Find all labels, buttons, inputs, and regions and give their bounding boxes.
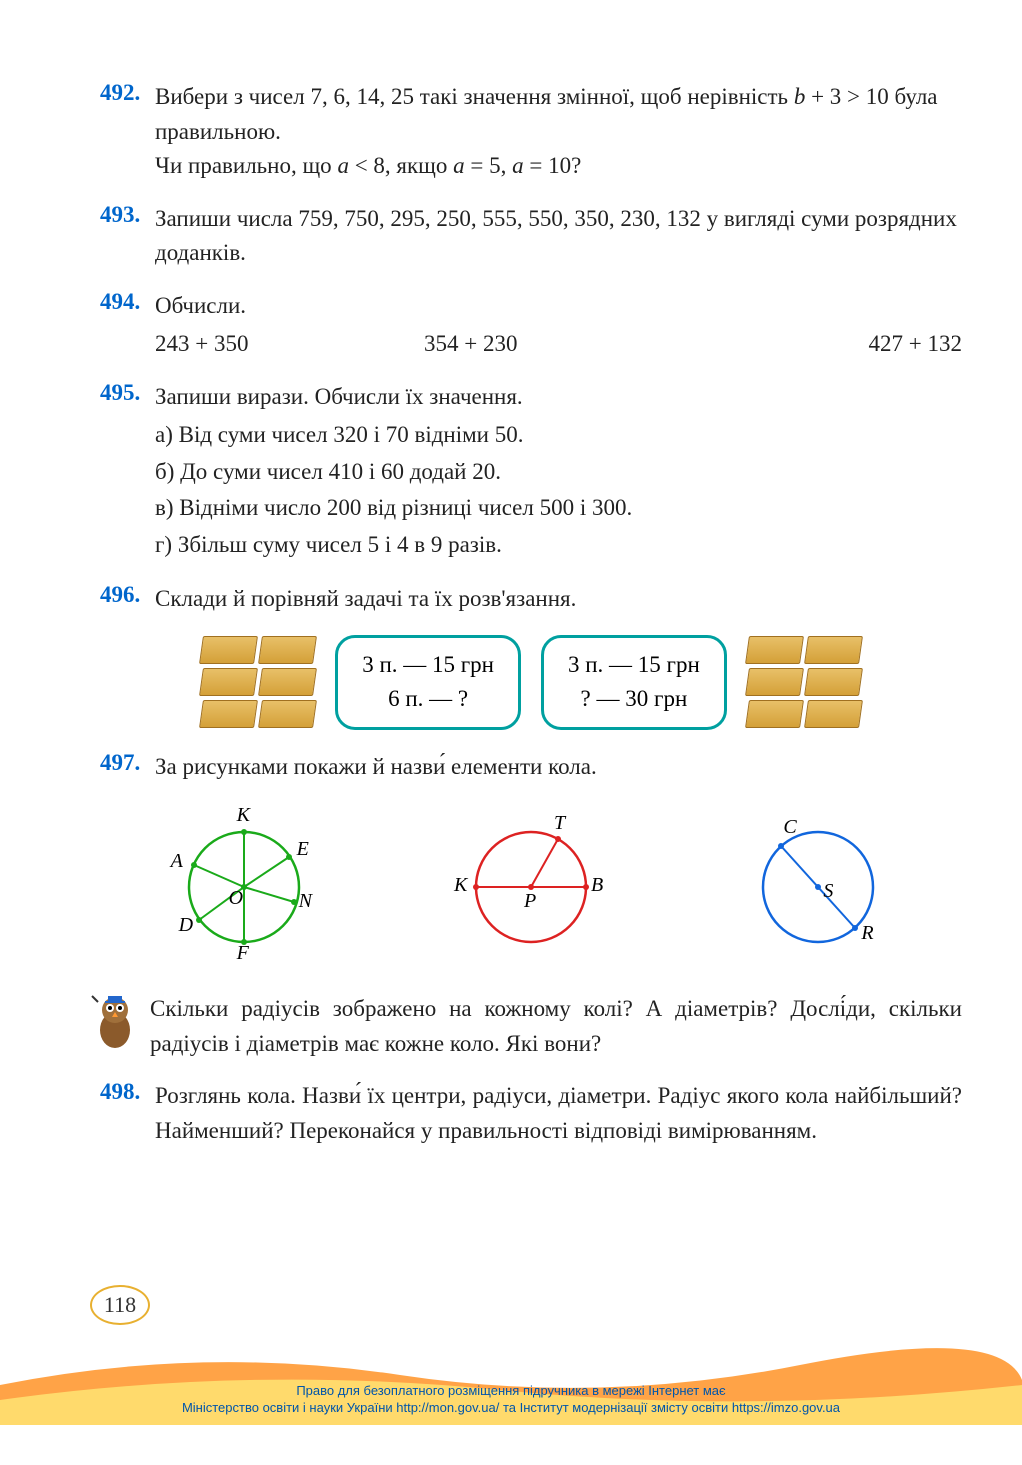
- calc-row: 243 + 350 354 + 230 427 + 132: [155, 327, 962, 362]
- problem-number: 495.: [100, 380, 155, 406]
- problem-title: Обчисли.: [155, 293, 246, 318]
- problem-text: Обчисли. 243 + 350 354 + 230 427 + 132: [155, 289, 962, 362]
- label-B: B: [591, 874, 603, 897]
- price-box-2: 3 п. — 15 грн ? — 30 грн: [541, 635, 727, 730]
- price-line: 3 п. — 15 грн: [362, 648, 494, 683]
- label-T: T: [554, 812, 565, 835]
- page-footer: 118 Право для безоплатного розміщення пі…: [0, 1305, 1022, 1425]
- footer-text: Право для безоплатного розміщення підруч…: [0, 1383, 1022, 1417]
- label-A: A: [171, 850, 183, 873]
- label-P: P: [524, 890, 536, 913]
- problem-text: Запиши вирази. Обчисли їх значення. а) В…: [155, 380, 962, 565]
- problem-number: 494.: [100, 289, 155, 315]
- problem-number: 498.: [100, 1079, 155, 1105]
- problem-496: 496. Склади й порівняй задачі та їх розв…: [100, 582, 962, 617]
- sub-item: а) Від суми чисел 320 і 70 відніми 50.: [155, 418, 962, 453]
- problem-497: 497. За рисунками покажи й назви́ елемен…: [100, 750, 962, 785]
- problem-text: Вибери з чисел 7, 6, 14, 25 такі значенн…: [155, 80, 962, 184]
- price-line: 3 п. — 15 грн: [568, 648, 700, 683]
- circle-blue: C S R: [733, 802, 903, 972]
- problem-493: 493. Запиши числа 759, 750, 295, 250, 55…: [100, 202, 962, 271]
- price-line: ? — 30 грн: [568, 682, 700, 717]
- problem-text: За рисунками покажи й назви́ елементи ко…: [155, 750, 962, 785]
- footer-line: Право для безоплатного розміщення підруч…: [0, 1383, 1022, 1400]
- label-K: K: [454, 874, 467, 897]
- problem-number: 497.: [100, 750, 155, 776]
- problem-text: Розглянь кола. Назви́ їх центри, радіуси…: [155, 1079, 962, 1148]
- price-box-1: 3 п. — 15 грн 6 п. — ?: [335, 635, 521, 730]
- problem-title: Запиши вирази. Обчисли їх значення.: [155, 384, 523, 409]
- problem-498: 498. Розглянь кола. Назви́ їх центри, ра…: [100, 1079, 962, 1148]
- problem-494: 494. Обчисли. 243 + 350 354 + 230 427 + …: [100, 289, 962, 362]
- label-E: E: [297, 838, 309, 861]
- circle-red: T K B P: [446, 802, 616, 972]
- problem-496-visual: 3 п. — 15 грн 6 п. — ? 3 п. — 15 грн ? —…: [100, 635, 962, 730]
- cookie-stack-right: [747, 636, 861, 728]
- calc-item: 243 + 350: [155, 327, 424, 362]
- problem-text: Склади й порівняй задачі та їх розв'язан…: [155, 582, 962, 617]
- label-O: O: [229, 887, 243, 910]
- sub-list: а) Від суми чисел 320 і 70 відніми 50. б…: [155, 418, 962, 562]
- label-F: F: [237, 942, 249, 965]
- owl-block: Скільки радіусів зображено на кожному ко…: [155, 992, 962, 1061]
- problem-495: 495. Запиши вирази. Обчисли їх значення.…: [100, 380, 962, 565]
- price-line: 6 п. — ?: [362, 682, 494, 717]
- owl-text: Скільки радіусів зображено на кожному ко…: [150, 992, 962, 1061]
- footer-line: Міністерство освіти і науки України http…: [0, 1400, 1022, 1417]
- calc-item: 354 + 230: [424, 327, 693, 362]
- label-D: D: [179, 914, 193, 937]
- problem-text: Запиши числа 759, 750, 295, 250, 555, 55…: [155, 202, 962, 271]
- problem-492: 492. Вибери з чисел 7, 6, 14, 25 такі зн…: [100, 80, 962, 184]
- calc-item: 427 + 132: [693, 327, 962, 362]
- circles-diagram: K E N F D A O T K B P C S: [100, 802, 962, 972]
- label-C: C: [783, 816, 796, 839]
- sub-item: б) До суми чисел 410 і 60 додай 20.: [155, 455, 962, 490]
- label-R: R: [861, 922, 873, 945]
- label-S: S: [823, 880, 833, 903]
- circle-green: K E N F D A O: [159, 802, 329, 972]
- sub-item: в) Відніми число 200 від різниці чисел 5…: [155, 491, 962, 526]
- owl-icon: [90, 992, 140, 1052]
- sub-item: г) Збільш суму чисел 5 і 4 в 9 разів.: [155, 528, 962, 563]
- problem-number: 492.: [100, 80, 155, 106]
- label-K: K: [237, 804, 250, 827]
- page-number: 118: [90, 1285, 150, 1325]
- problem-number: 496.: [100, 582, 155, 608]
- label-N: N: [299, 890, 312, 913]
- problem-number: 493.: [100, 202, 155, 228]
- cookie-stack-left: [201, 636, 315, 728]
